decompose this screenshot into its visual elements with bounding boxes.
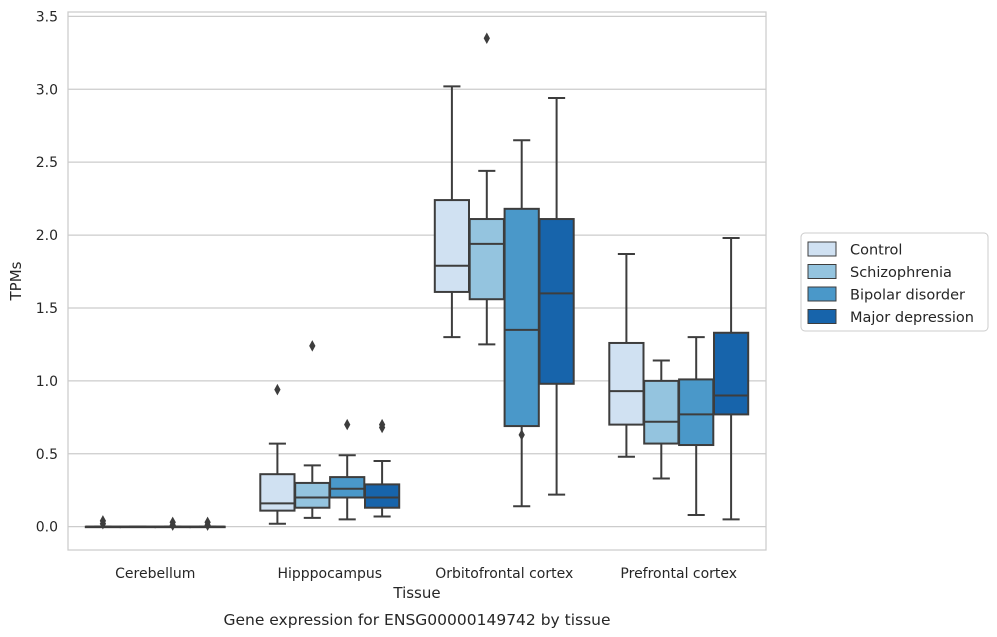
box xyxy=(294,340,331,519)
legend-label: Bipolar disorder xyxy=(850,288,965,304)
grid-lines xyxy=(68,15,766,528)
box xyxy=(538,97,575,496)
box xyxy=(119,525,156,529)
outlier-point xyxy=(169,516,176,528)
legend-swatch xyxy=(807,309,837,324)
series-control xyxy=(84,85,645,530)
y-axis-title: TPMs xyxy=(7,261,25,301)
box-body xyxy=(643,379,680,445)
y-tick-label: 2.5 xyxy=(36,155,58,171)
y-tick-label: 2.0 xyxy=(36,228,58,244)
y-tick-label: 0.0 xyxy=(36,520,58,536)
plot-area xyxy=(68,12,766,550)
legend-item: Control xyxy=(807,241,902,259)
y-tick-label: 1.0 xyxy=(36,374,58,390)
box-body xyxy=(294,481,331,509)
outlier-point xyxy=(483,32,490,44)
box-body xyxy=(712,331,750,416)
outlier-point xyxy=(309,340,316,352)
box-body xyxy=(608,341,645,426)
legend-swatch xyxy=(807,286,837,302)
legend: Control Schizophrenia Bipolar disorder Majo… xyxy=(800,232,989,332)
x-axis-ticks: Cerebellum Hipppocampus Orbitofrontal cort… xyxy=(115,566,737,582)
legend-swatch xyxy=(807,241,837,257)
box xyxy=(608,253,645,458)
x-tick-label: Orbitofrontal cortex xyxy=(435,566,573,582)
box xyxy=(363,418,401,518)
legend-label: Major depression xyxy=(850,310,974,326)
outlier-point xyxy=(378,418,386,431)
outlier-point xyxy=(518,429,525,441)
box-body xyxy=(538,218,575,385)
box-body xyxy=(433,199,471,293)
x-axis-title: Tissue xyxy=(392,584,440,602)
outlier-point xyxy=(99,515,107,527)
legend-label: Schizophrenia xyxy=(850,265,952,281)
outlier-point xyxy=(204,516,211,528)
box xyxy=(712,236,750,521)
series-major-depression xyxy=(189,97,750,531)
box-body xyxy=(259,473,296,512)
outlier-point xyxy=(344,418,351,431)
x-tick-label: Cerebellum xyxy=(115,566,195,582)
legend-item: Schizophrenia xyxy=(807,264,952,281)
series-schizophrenia xyxy=(119,32,680,529)
box xyxy=(643,359,680,480)
box-body xyxy=(678,378,715,447)
chart-caption: Gene expression for ENSG00000149742 by t… xyxy=(223,611,610,629)
legend-frame xyxy=(800,232,989,332)
box-body xyxy=(503,207,540,428)
y-tick-label: 0.5 xyxy=(36,447,58,463)
box-body xyxy=(363,483,401,509)
box-body xyxy=(329,476,366,499)
plot-frame xyxy=(67,11,767,551)
y-tick-label: 3.0 xyxy=(36,82,58,98)
box-body xyxy=(468,218,505,301)
legend-label: Control xyxy=(850,243,902,259)
box xyxy=(189,516,226,531)
legend-item: Major depression xyxy=(807,309,974,326)
y-axis-ticks: 0.0 0.5 1.0 1.5 2.0 2.5 3.0 3.5 xyxy=(36,9,58,535)
x-tick-label: Hipppocampus xyxy=(277,566,382,582)
legend-item: Bipolar disorder xyxy=(807,286,965,304)
box xyxy=(468,32,505,346)
x-tick-label: Prefrontal cortex xyxy=(620,566,737,582)
box xyxy=(433,85,471,339)
outlier-point xyxy=(274,383,281,396)
y-tick-label: 1.5 xyxy=(36,301,58,317)
legend-swatch xyxy=(807,264,837,279)
box xyxy=(259,383,296,525)
box-series xyxy=(84,32,750,531)
y-tick-label: 3.5 xyxy=(36,9,58,25)
